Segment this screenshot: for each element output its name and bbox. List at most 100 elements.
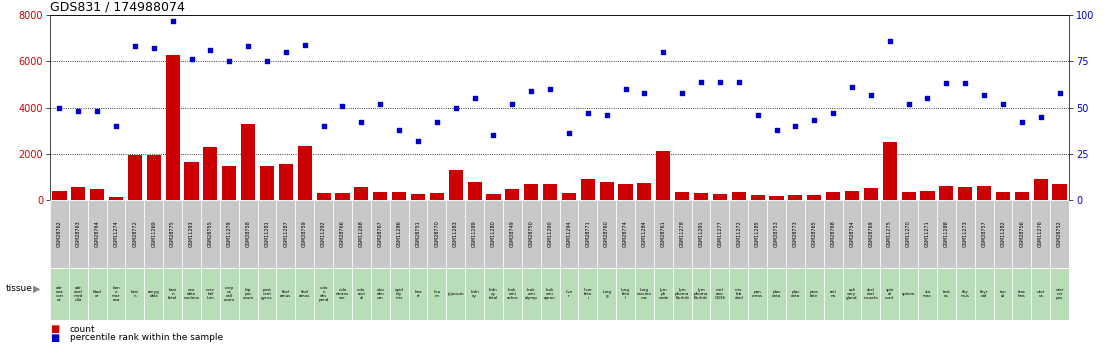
Text: GSM11282: GSM11282	[1001, 220, 1005, 247]
Text: plac
enta: plac enta	[790, 290, 800, 298]
Text: cau
date
nucleus: cau date nucleus	[184, 288, 199, 300]
Bar	[861, 200, 880, 268]
Point	[314, 123, 332, 129]
Bar	[654, 268, 673, 320]
Text: GSM11281: GSM11281	[265, 220, 269, 247]
Text: lym
phoma
Burkitt: lym phoma Burkitt	[694, 288, 708, 300]
Text: trac
hea: trac hea	[1017, 290, 1026, 298]
Bar	[298, 146, 312, 200]
Bar	[880, 200, 899, 268]
Bar	[258, 200, 277, 268]
Bar	[125, 200, 144, 268]
Text: pros
tate: pros tate	[810, 290, 819, 298]
Text: GSM28773: GSM28773	[793, 220, 798, 247]
Text: liver
feta
i: liver feta i	[583, 288, 592, 300]
Text: brai
n
fetal: brai n fetal	[168, 288, 177, 300]
Text: GSM28764: GSM28764	[95, 220, 100, 247]
Text: GSM11278: GSM11278	[680, 220, 684, 247]
Text: tissue: tissue	[6, 284, 32, 293]
Bar	[408, 268, 427, 320]
Bar	[260, 167, 275, 200]
Bar	[805, 268, 824, 320]
Text: GSM28761: GSM28761	[661, 220, 665, 247]
Bar	[578, 200, 598, 268]
Point	[692, 79, 710, 85]
Bar	[277, 200, 296, 268]
Point	[89, 108, 106, 114]
Bar	[87, 268, 106, 320]
Bar	[845, 191, 859, 200]
Bar	[430, 193, 444, 200]
Bar	[974, 200, 993, 268]
Bar	[446, 200, 465, 268]
Bar	[371, 200, 390, 268]
Text: ■: ■	[50, 333, 60, 343]
Text: mis
lab
eled: mis lab eled	[734, 288, 743, 300]
Text: GSM28766: GSM28766	[340, 220, 345, 247]
Bar	[598, 268, 617, 320]
Text: jejunum: jejunum	[447, 292, 464, 296]
Bar	[559, 268, 578, 320]
Point	[410, 138, 427, 144]
Bar	[863, 188, 878, 200]
Point	[938, 81, 955, 86]
Bar	[503, 200, 521, 268]
Point	[598, 112, 615, 118]
Text: kidn
ey
fetal: kidn ey fetal	[489, 288, 498, 300]
Point	[994, 101, 1012, 107]
Bar	[333, 268, 352, 320]
Bar	[241, 124, 256, 200]
Bar	[106, 268, 125, 320]
Point	[541, 86, 559, 92]
Bar	[939, 186, 953, 200]
Bar	[1051, 268, 1069, 320]
Bar	[805, 200, 824, 268]
Bar	[317, 193, 331, 200]
Point	[107, 123, 125, 129]
Bar	[977, 186, 991, 200]
Bar	[333, 200, 352, 268]
Bar	[144, 268, 163, 320]
Bar	[617, 268, 635, 320]
Bar	[277, 268, 296, 320]
Bar	[578, 268, 598, 320]
Text: GSM11292: GSM11292	[321, 221, 327, 247]
Bar	[467, 181, 482, 200]
Bar	[90, 189, 104, 200]
Point	[579, 110, 597, 116]
Bar	[166, 56, 179, 200]
Bar	[786, 268, 805, 320]
Text: amyg
dala: amyg dala	[148, 290, 159, 298]
Text: spleen: spleen	[902, 292, 915, 296]
Text: pan
creas: pan creas	[752, 290, 763, 298]
Point	[730, 79, 747, 85]
Text: sali
vary
gland: sali vary gland	[846, 288, 858, 300]
Bar	[1051, 200, 1069, 268]
Point	[504, 101, 521, 107]
Text: cere
bel
lum: cere bel lum	[206, 288, 215, 300]
Bar	[182, 200, 201, 268]
Bar	[201, 268, 220, 320]
Bar	[411, 194, 425, 200]
Bar	[635, 268, 654, 320]
Text: leuk
emi
apron: leuk emi apron	[545, 288, 556, 300]
Point	[1051, 90, 1068, 96]
Bar	[465, 268, 484, 320]
Text: percentile rank within the sample: percentile rank within the sample	[70, 333, 223, 342]
Bar	[559, 200, 578, 268]
Bar	[50, 200, 69, 268]
Text: GSM28754: GSM28754	[849, 220, 855, 247]
Bar	[617, 200, 635, 268]
Text: epid
idy
mis: epid idy mis	[395, 288, 404, 300]
Text: lieu
m: lieu m	[433, 290, 441, 298]
Point	[70, 108, 87, 114]
Text: adr
ena
cort
ex: adr ena cort ex	[55, 286, 63, 302]
Text: GSM28768: GSM28768	[830, 220, 836, 247]
Bar	[352, 200, 371, 268]
Bar	[711, 200, 730, 268]
Text: GSM28759: GSM28759	[302, 221, 308, 247]
Bar	[446, 268, 465, 320]
Point	[352, 119, 370, 125]
Bar	[335, 193, 350, 200]
Bar	[448, 170, 463, 200]
